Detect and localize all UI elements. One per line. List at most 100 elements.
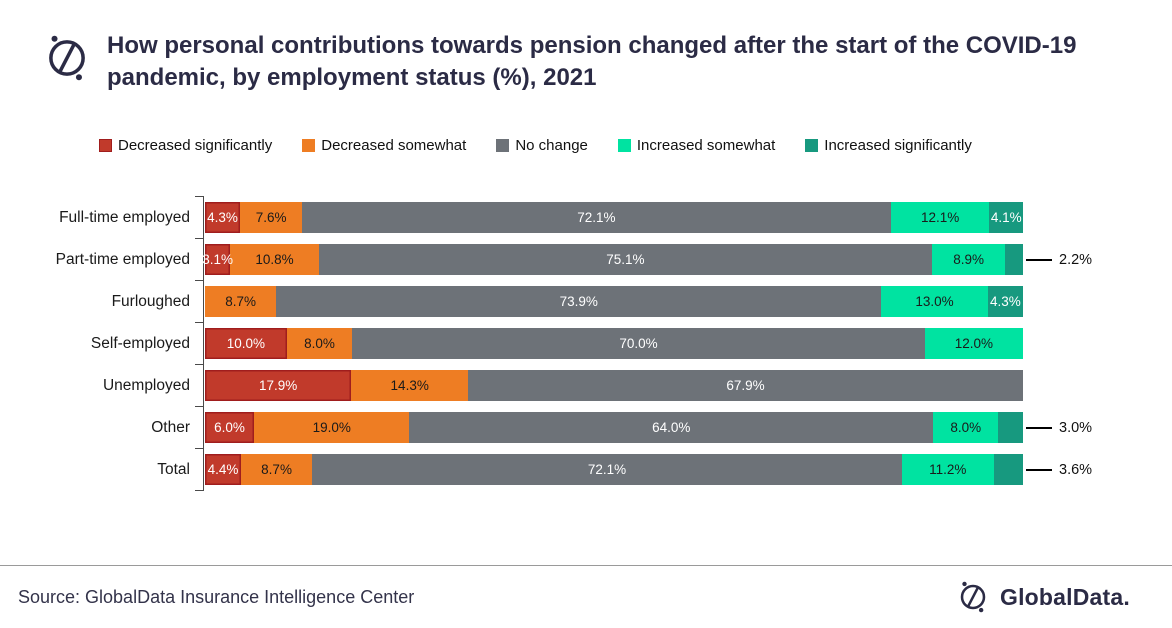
globaldata-logo-icon [49,35,85,81]
category-label: Total [157,460,190,478]
callout-leader-line [1026,426,1052,429]
callout-leader-line [1026,468,1052,471]
legend-item-increased-somewhat: Increased somewhat [617,137,776,155]
bar-segment-decreased-somewhat: 8.7% [205,286,277,318]
segment-value-label: 12.0% [954,336,994,352]
chart-row-unemployed: Unemployed 17.9% 14.3% 67.9% [0,370,1172,402]
bar-segment-increased-significantly [998,412,1023,444]
bar-segment-increased-significantly [1005,244,1023,276]
globaldata-logo-icon [960,581,986,613]
chart-row-other: Other 6.0% 19.0% 64.0% 8.0% 3.0% [0,412,1172,444]
callout-value-label: 2.2% [1059,251,1093,268]
bar-segment-decreased-somewhat: 10.8% [230,244,319,276]
legend: Decreased significantly Decreased somewha… [99,137,1172,154]
bar-segment-no-change: 64.0% [409,412,933,444]
bar-segment-decreased-somewhat: 14.3% [351,370,469,402]
bar-segment-increased-somewhat: 11.2% [901,454,994,486]
bar-segment-no-change: 67.9% [468,370,1023,402]
axis-tick [195,280,203,282]
legend-label: Increased somewhat [636,137,776,155]
chart-row-self-employed: Self-employed 10.0% 8.0% 70.0% 12.0% [0,328,1172,360]
legend-item-decreased-significantly: Decreased significantly [99,137,272,154]
segment-value-label: 14.3% [390,378,429,394]
bar-segment-no-change: 70.0% [352,328,925,360]
bar-track: 3.1% 10.8% 75.1% 8.9% 2.2% [202,244,1092,276]
legend-swatch-icon [617,139,631,153]
category-label: Self-employed [90,334,190,352]
legend-swatch-icon [496,139,510,153]
segment-value-label: 8.0% [950,420,982,436]
segment-value-label: 10.0% [226,336,266,352]
callout-value-label: 3.0% [1059,419,1093,436]
legend-label: No change [515,137,588,155]
bar-segment-increased-significantly: 4.3% [987,286,1023,318]
bar-track: 6.0% 19.0% 64.0% 8.0% 3.0% [205,412,1092,444]
axis-tick [195,322,203,324]
bar-track: 8.7% 73.9% 13.0% 4.3% [205,286,1023,318]
axis-tick [195,238,203,240]
category-label: Furloughed [111,292,190,310]
legend-item-no-change: No change [496,137,588,154]
category-label: Other [151,418,190,436]
segment-value-label: 64.0% [652,420,691,436]
bar-segment-increased-significantly [993,454,1023,486]
category-axis-line [203,196,204,492]
segment-value-label: 8.7% [261,462,292,478]
segment-value-label: 19.0% [312,420,351,436]
bar-segment-decreased-somewhat: 8.7% [240,454,313,486]
legend-item-increased-significantly: Increased significantly [805,137,972,154]
legend-swatch-icon [302,139,316,153]
segment-value-label: 67.9% [726,378,765,394]
axis-tick [195,196,203,198]
segment-value-label: 8.7% [225,294,256,310]
bar-segment-increased-significantly: 4.1% [989,202,1023,234]
bar-segment-increased-somewhat: 8.9% [932,244,1005,276]
stacked-bar-chart: Full-time employed 4.3% 7.6% 72.1% 12.1% 4.1%… [0,196,1172,492]
page-title: How personal contributions towards pensi… [107,32,1077,91]
bar-segment-no-change: 75.1% [318,244,933,276]
category-label: Full-time employed [59,208,190,226]
segment-value-label: 72.1% [587,462,627,478]
callout-leader-line [1026,258,1052,261]
segment-value-label: 10.8% [255,252,294,268]
axis-tick [195,490,203,492]
chart-row-furloughed: Furloughed 8.7% 73.9% 13.0% 4.3% [0,286,1172,318]
header: How personal contributions towards pensi… [0,0,1172,93]
segment-value-label: 8.9% [953,252,985,268]
bar-segment-increased-somewhat: 13.0% [881,286,988,318]
bar-segment-decreased-significantly: 6.0% [205,412,255,444]
segment-value-label: 4.3% [207,210,238,226]
bar-segment-decreased-somewhat: 8.0% [286,328,353,360]
source-text: Source: GlobalData Insurance Intelligenc… [18,586,415,607]
bar-segment-increased-somewhat: 12.0% [924,328,1023,360]
axis-tick [195,406,203,408]
bar-track: 17.9% 14.3% 67.9% [205,370,1023,402]
bar-segment-increased-somewhat: 12.1% [890,202,990,234]
axis-tick [195,448,203,450]
bar-segment-no-change: 73.9% [276,286,882,318]
bar-track: 10.0% 8.0% 70.0% 12.0% [205,328,1023,360]
legend-swatch-icon [805,139,819,153]
callout-label: 3.0% [1026,412,1092,443]
bar-segment-no-change: 72.1% [302,202,891,234]
segment-value-label: 73.9% [559,294,598,310]
bar-track: 4.4% 8.7% 72.1% 11.2% 3.6% [205,454,1092,486]
segment-value-label: 3.1% [202,252,234,268]
segment-value-label: 8.0% [304,336,335,352]
bar-segment-decreased-significantly: 3.1% [202,244,234,276]
segment-value-label: 4.3% [989,294,1021,310]
segment-value-label: 4.4% [207,462,239,478]
legend-swatch-icon [99,139,112,153]
segment-value-label: 6.0% [214,420,245,436]
bar-segment-decreased-significantly: 10.0% [205,328,287,360]
callout-label: 2.2% [1026,244,1092,275]
segment-value-label: 4.1% [990,210,1022,226]
legend-label: Decreased somewhat [321,137,467,155]
axis-tick [195,364,203,366]
legend-label: Increased significantly [824,137,972,155]
callout-value-label: 3.6% [1059,461,1093,478]
chart-row-total: Total 4.4% 8.7% 72.1% 11.2% 3.6% [0,454,1172,486]
callout-label: 3.6% [1026,454,1092,485]
bar-segment-increased-somewhat: 8.0% [933,412,999,444]
segment-value-label: 72.1% [577,210,616,226]
